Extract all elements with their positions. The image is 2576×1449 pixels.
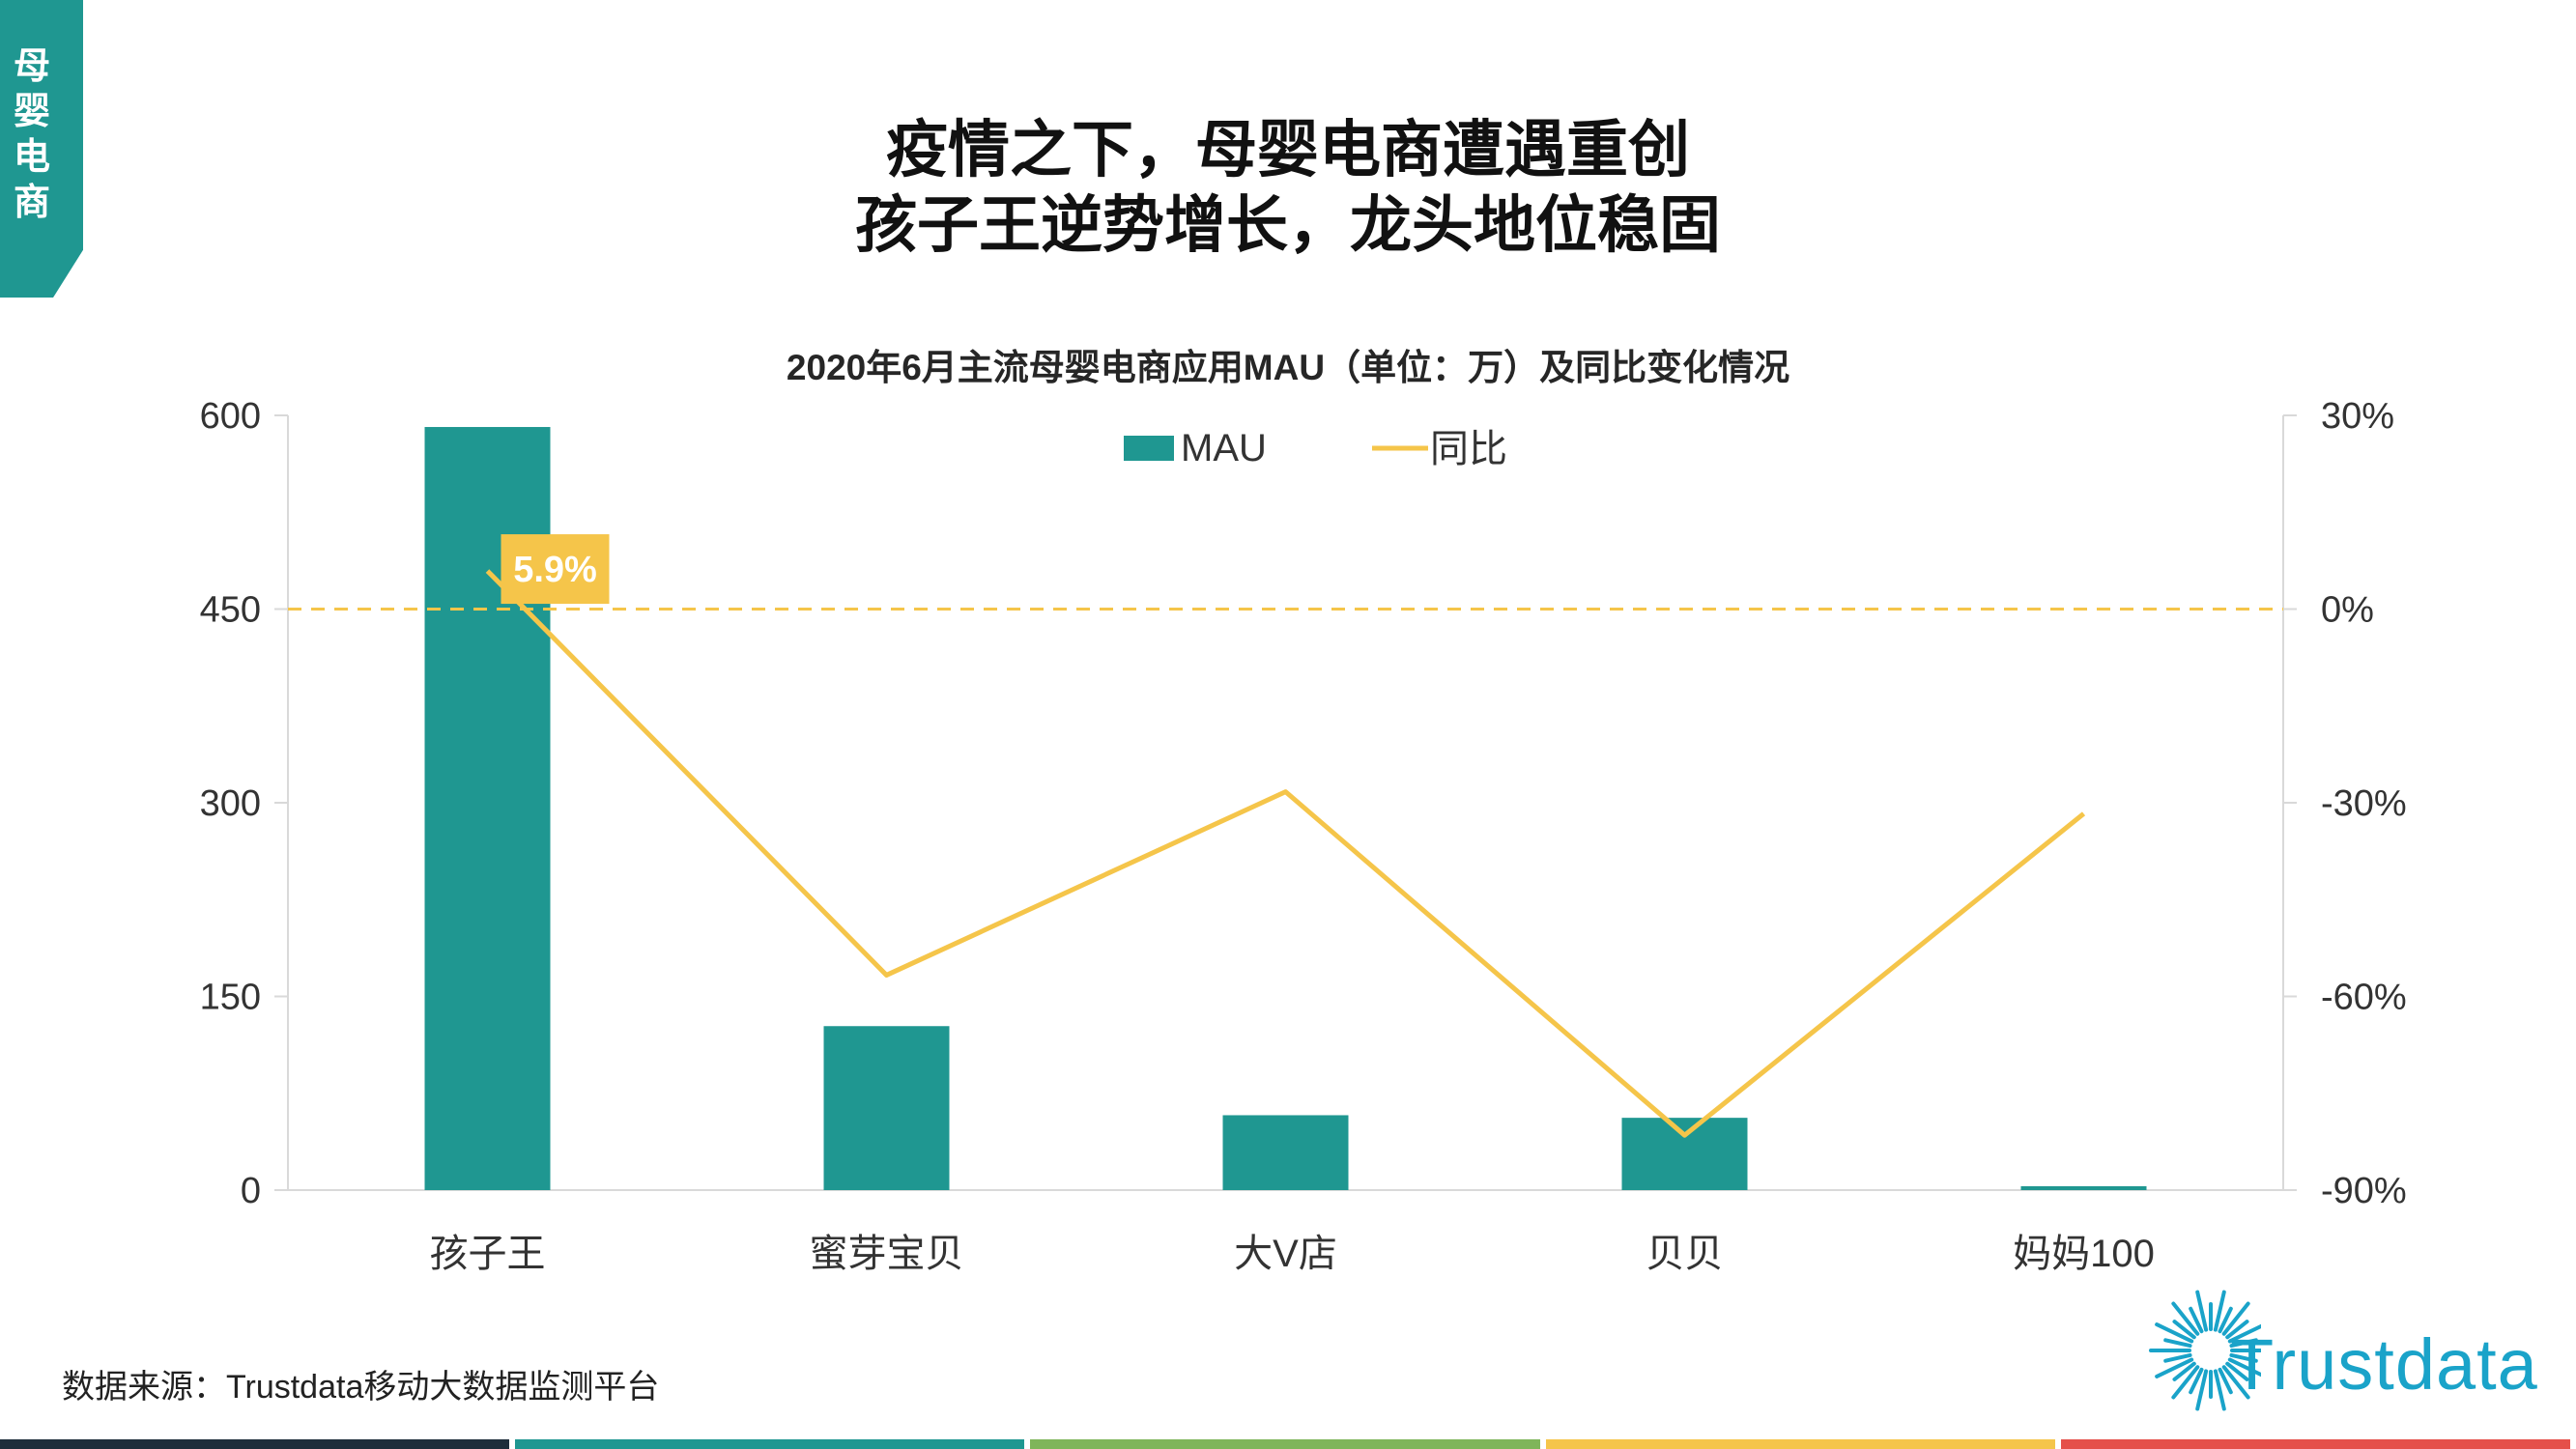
source-note: 数据来源：Trustdata移动大数据监测平台: [62, 1369, 660, 1406]
sunburst-ray: [2155, 1357, 2194, 1378]
bottom-bar-segment: [2060, 1439, 2570, 1449]
sunburst-ray: [2213, 1290, 2226, 1332]
trustdata-logo: Trustdata: [2126, 1273, 2551, 1418]
sunburst-ray: [2227, 1323, 2261, 1344]
bottom-color-bar: [0, 1439, 2576, 1449]
bottom-bar-segment: [1030, 1439, 1540, 1449]
legend-swatch-mau: [1124, 436, 1174, 461]
chart: 0 150 300 450 600 -90% -60% -30% 0% 30% 孩子王 蜜芽宝贝 大V店…: [200, 396, 2407, 1275]
sunburst-ray: [2172, 1361, 2196, 1381]
x-category-label: 妈妈100: [2013, 1233, 2155, 1275]
sunburst-ray: [2155, 1322, 2194, 1344]
y-left-tick-label: 300: [200, 783, 261, 824]
x-category-label: 贝贝: [1646, 1233, 1724, 1275]
sunburst-ray: [2227, 1357, 2261, 1378]
y-right-tick-label: 0%: [2321, 590, 2374, 631]
y-right-tick-label: -90%: [2321, 1171, 2407, 1211]
bottom-bar-segment: [0, 1439, 510, 1449]
sunburst-ray: [2195, 1290, 2209, 1332]
sunburst-ray: [2189, 1367, 2204, 1395]
sunburst-ray: [2163, 1338, 2192, 1349]
y-left-tick-label: 450: [200, 590, 261, 631]
y-right-tick-label: 30%: [2321, 396, 2394, 437]
sunburst-ray: [2229, 1352, 2258, 1363]
bar-mau: [823, 1026, 950, 1190]
x-category-label: 孩子王: [430, 1233, 546, 1275]
sunburst-ray: [2221, 1301, 2250, 1336]
y-left-tick-label: 0: [241, 1171, 261, 1211]
sunburst-ray: [2229, 1338, 2258, 1349]
side-tab-label: 母婴电商: [13, 46, 50, 223]
sunburst-ray: [2213, 1369, 2226, 1411]
bar-mau: [2020, 1185, 2147, 1190]
sunburst-ray: [2221, 1365, 2250, 1400]
y-right-tick-label: -60%: [2321, 978, 2407, 1018]
sunburst-ray: [2163, 1352, 2192, 1363]
bar-mau: [1621, 1118, 1748, 1190]
sunburst-ray: [2195, 1369, 2209, 1411]
sunburst-ray: [2218, 1306, 2233, 1334]
sunburst-ray: [2225, 1361, 2249, 1381]
y-left-tick-label: 600: [200, 396, 261, 437]
data-label-box: [501, 534, 610, 605]
x-category-label: 大V店: [1234, 1233, 1337, 1275]
chart-title: 2020年6月主流母婴电商应用MAU（单位：万）及同比变化情况: [786, 348, 1790, 387]
data-label-text: 5.9%: [513, 550, 597, 590]
sunburst-ray: [2172, 1320, 2196, 1340]
headline-line-2: 孩子王逆势增长，龙头地位稳固: [855, 190, 1721, 260]
logo-text: Trustdata: [2230, 1324, 2538, 1405]
legend-label-mau: MAU: [1181, 427, 1267, 469]
sunburst-ray: [2171, 1301, 2200, 1336]
sunburst-ray: [2225, 1320, 2249, 1340]
sunburst-icon: [2149, 1290, 2261, 1411]
bar-mau: [1222, 1115, 1349, 1190]
bottom-bar-segment: [515, 1439, 1025, 1449]
y-left-tick-label: 150: [200, 978, 261, 1018]
sunburst-ray: [2189, 1306, 2204, 1334]
bottom-bar-segment: [1545, 1439, 2055, 1449]
legend-label-yoy: 同比: [1430, 428, 1507, 470]
sunburst-ray: [2171, 1365, 2200, 1400]
sunburst-ray: [2218, 1367, 2233, 1395]
headline-line-1: 疫情之下，母婴电商遭遇重创: [886, 115, 1690, 185]
line-yoy: [485, 569, 2086, 1138]
x-category-label: 蜜芽宝贝: [810, 1233, 964, 1275]
side-tab: 母婴电商: [0, 0, 83, 298]
y-right-tick-label: -30%: [2321, 783, 2407, 824]
